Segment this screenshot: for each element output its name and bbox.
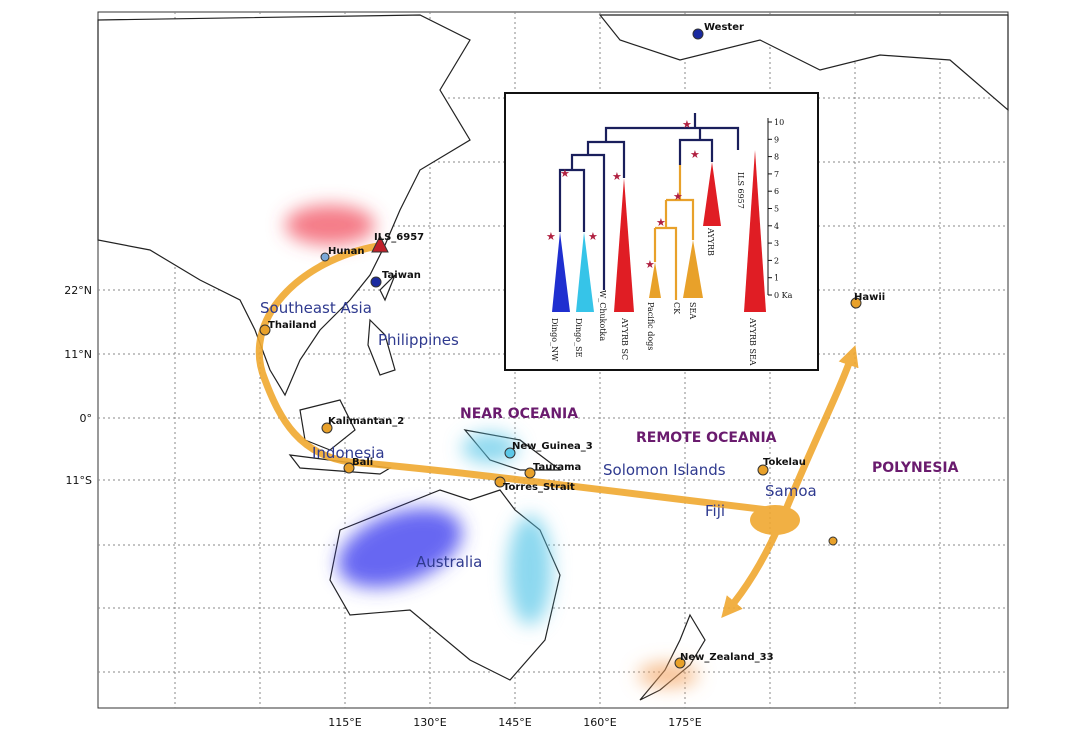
place-label: Bali bbox=[352, 457, 373, 468]
axis-tick-label: 5 bbox=[774, 205, 779, 214]
longitude-label: 160°E bbox=[583, 716, 616, 729]
axis-tick-label: 8 bbox=[774, 153, 779, 162]
tip-label: AYYRB bbox=[706, 227, 715, 256]
zone-label: REMOTE OCEANIA bbox=[636, 430, 777, 446]
place-label: Torres_Strait bbox=[503, 482, 575, 493]
place-label: Taurama bbox=[533, 462, 581, 473]
place-label: Taiwan bbox=[382, 270, 421, 281]
region-label: Australia bbox=[416, 553, 482, 571]
svg-text:★: ★ bbox=[682, 118, 692, 131]
tip-label: SEA bbox=[688, 302, 697, 319]
tip-label: CK bbox=[672, 302, 681, 315]
region-label: Solomon Islands bbox=[603, 461, 726, 479]
migration-arrows bbox=[255, 242, 859, 619]
place-label: Hunan bbox=[328, 246, 364, 257]
axis-tick-label: 1 bbox=[774, 274, 779, 283]
place-label: New_Zealand_33 bbox=[680, 652, 774, 663]
axis-tick-label: 4 bbox=[774, 222, 779, 231]
place-label: Kalimantan_2 bbox=[328, 416, 404, 427]
svg-text:★: ★ bbox=[673, 190, 683, 203]
svg-text:★: ★ bbox=[560, 167, 570, 180]
tip-label: AYYRB SEA bbox=[748, 317, 757, 366]
distribution-blobs bbox=[285, 205, 698, 687]
svg-text:★: ★ bbox=[612, 170, 622, 183]
latitude-label: 0° bbox=[80, 412, 93, 425]
tip-label: W_Chukotka bbox=[598, 290, 607, 341]
zone-label: POLYNESIA bbox=[872, 460, 959, 476]
tip-label: AYYRB SC bbox=[620, 317, 629, 360]
region-label: Southeast Asia bbox=[260, 299, 372, 317]
longitude-label: 175°E bbox=[668, 716, 701, 729]
place-label: Wester bbox=[704, 22, 744, 33]
place-label: ILS_6957 bbox=[374, 232, 424, 243]
axis-tick-label: 3 bbox=[774, 239, 779, 248]
axis-tick-label: 6 bbox=[774, 187, 779, 196]
svg-text:★: ★ bbox=[690, 148, 700, 161]
axis-tick-label: 10 bbox=[774, 118, 784, 127]
longitude-label: 145°E bbox=[498, 716, 531, 729]
axis-tick-label: 2 bbox=[774, 256, 779, 265]
place-label: Thailand bbox=[268, 320, 317, 331]
axis-tick-label: 0 Ka bbox=[774, 291, 793, 300]
tip-label: Pacific dogs bbox=[646, 302, 655, 350]
svg-text:★: ★ bbox=[546, 230, 556, 243]
svg-text:★: ★ bbox=[645, 258, 655, 271]
tip-label: Dingo_NW bbox=[550, 318, 559, 362]
zone-label: NEAR OCEANIA bbox=[460, 406, 578, 422]
region-label: Philippines bbox=[378, 331, 459, 349]
latitude-label: 11°S bbox=[66, 474, 92, 487]
longitude-label: 115°E bbox=[328, 716, 361, 729]
region-label: Fiji bbox=[705, 502, 725, 520]
place-label: Tokelau bbox=[763, 457, 806, 468]
longitude-label: 130°E bbox=[413, 716, 446, 729]
svg-text:★: ★ bbox=[656, 216, 666, 229]
place-label: New_Guinea_3 bbox=[512, 441, 593, 452]
svg-text:★: ★ bbox=[588, 230, 598, 243]
region-label: Samoa bbox=[765, 482, 817, 500]
tip-label: Dingo_SE bbox=[574, 318, 583, 358]
tip-label: ILS 6957 bbox=[736, 172, 745, 209]
region-label: Indonesia bbox=[312, 444, 385, 462]
axis-tick-label: 7 bbox=[774, 170, 779, 179]
latitude-label: 22°N bbox=[64, 284, 92, 297]
place-label: Hawii bbox=[854, 292, 885, 303]
axis-tick-label: 9 bbox=[774, 135, 779, 144]
sample-points bbox=[259, 28, 862, 669]
phylogeny-inset: ★ ★ ★ ★ ★ ★ ★ ★ ★ bbox=[504, 92, 819, 371]
latitude-label: 11°N bbox=[64, 348, 92, 361]
